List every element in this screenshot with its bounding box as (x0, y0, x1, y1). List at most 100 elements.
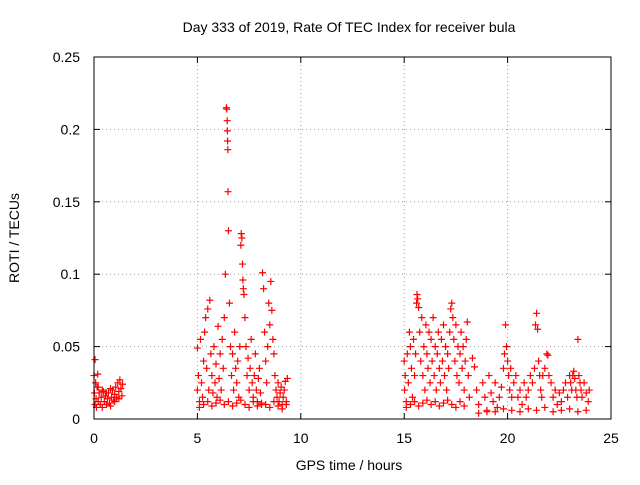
data-point (406, 343, 414, 351)
data-point (92, 379, 100, 387)
data-point (207, 350, 215, 358)
data-point (428, 357, 436, 365)
y-tick-label: 0 (72, 411, 80, 427)
data-point (203, 364, 211, 372)
data-point (243, 372, 251, 380)
data-point (269, 335, 277, 343)
data-point (283, 374, 291, 382)
data-point (234, 357, 242, 365)
data-point (220, 401, 228, 409)
data-point (444, 396, 452, 404)
data-point (195, 403, 203, 411)
data-point (510, 379, 518, 387)
data-point (223, 117, 231, 125)
data-point (245, 403, 253, 411)
data-point (405, 328, 413, 336)
data-point (209, 389, 217, 397)
data-point (224, 146, 232, 154)
data-point (99, 387, 107, 395)
data-point (452, 321, 460, 329)
data-point (413, 290, 421, 298)
data-point (429, 314, 437, 322)
data-point (266, 321, 274, 329)
data-point (431, 398, 439, 406)
data-point (116, 376, 124, 384)
data-point (462, 335, 470, 343)
data-point (485, 372, 493, 380)
data-point (415, 304, 423, 312)
data-point (200, 357, 208, 365)
data-point (231, 328, 239, 336)
data-point (278, 405, 286, 413)
data-point (524, 405, 532, 413)
data-point (495, 393, 503, 401)
data-point (204, 398, 212, 406)
data-point (267, 277, 275, 285)
data-point (459, 343, 467, 351)
data-point (403, 350, 411, 358)
data-point (262, 401, 270, 409)
y-tick-label: 0.15 (53, 194, 80, 210)
data-point (549, 408, 557, 416)
data-point (537, 386, 545, 394)
data-point (502, 321, 510, 329)
data-point (273, 393, 281, 401)
data-point (236, 343, 244, 351)
data-point (421, 386, 429, 394)
data-point (437, 335, 445, 343)
data-point (253, 402, 261, 410)
data-point (244, 354, 252, 362)
data-point (432, 386, 440, 394)
data-point (214, 322, 222, 330)
data-point (508, 406, 516, 414)
data-point (233, 379, 241, 387)
data-point (264, 343, 272, 351)
data-point (239, 276, 247, 284)
data-point (460, 386, 468, 394)
data-point (230, 386, 238, 394)
data-point (415, 402, 423, 410)
data-point (242, 343, 250, 351)
x-axis-label: GPS time / hours (296, 457, 403, 473)
data-point (94, 370, 102, 378)
x-tick-label: 20 (500, 430, 516, 446)
data-point (423, 396, 431, 404)
data-point (446, 328, 454, 336)
plot-frame (93, 56, 612, 420)
data-point (471, 363, 479, 371)
data-point (499, 405, 507, 413)
data-point (574, 408, 582, 416)
data-point (248, 379, 256, 387)
data-point (216, 350, 224, 358)
data-point (445, 364, 453, 372)
data-point (413, 299, 421, 307)
data-point (434, 328, 442, 336)
data-point (208, 372, 216, 380)
data-point (251, 350, 259, 358)
data-point (544, 351, 552, 359)
data-point (419, 372, 427, 380)
data-point (252, 386, 260, 394)
data-point (487, 389, 495, 397)
data-point (419, 399, 427, 407)
data-point (473, 386, 481, 394)
data-point (416, 328, 424, 336)
data-point (436, 379, 444, 387)
data-point (461, 357, 469, 365)
data-point (276, 389, 284, 397)
data-point (539, 372, 547, 380)
data-point (489, 398, 497, 406)
data-point (530, 364, 538, 372)
data-point (441, 372, 449, 380)
data-point (259, 269, 267, 277)
data-point (533, 309, 541, 317)
data-point (91, 356, 99, 364)
data-point (433, 350, 441, 358)
data-point (249, 398, 257, 406)
data-point (217, 386, 225, 394)
data-point (411, 398, 419, 406)
data-point (401, 386, 409, 394)
data-point (524, 386, 532, 394)
data-point (533, 406, 541, 414)
